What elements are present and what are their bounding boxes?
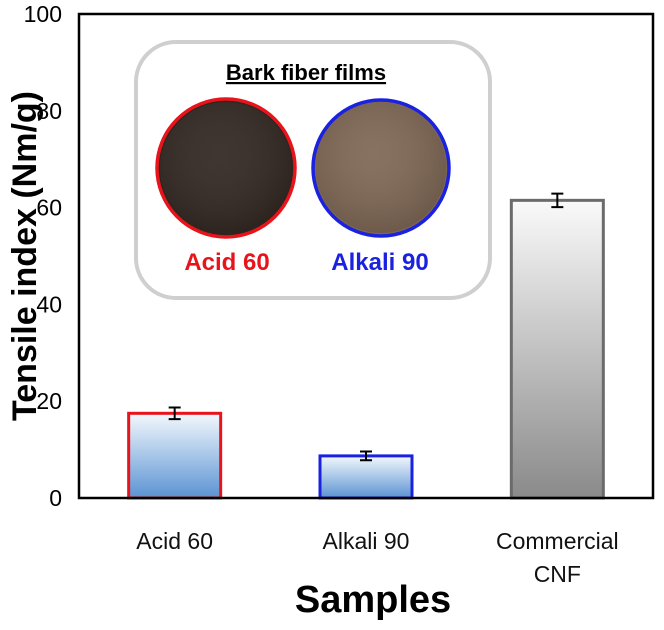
y-tick-label-0: 0 [49, 485, 62, 511]
category-labels: Acid 60 Alkali 90 Commercial CNF [136, 528, 618, 587]
error-bars [168, 192, 564, 462]
y-tick-label-60: 60 [36, 195, 62, 221]
y-tick-label-20: 20 [36, 388, 62, 414]
bar-commercial-cnf [509, 198, 605, 500]
y-tick-label-40: 40 [36, 291, 62, 317]
acid-60-film-shading [160, 102, 292, 234]
plot-frame [77, 12, 655, 500]
alkali-90-film-label: Alkali 90 [331, 249, 428, 276]
bar-acid-60 [127, 411, 223, 500]
bars [127, 198, 605, 500]
error-bar-alkali-90 [360, 450, 372, 462]
y-axis-label: Tensile index (Nm/g) [6, 91, 44, 421]
bar-alkali-90 [318, 454, 414, 500]
y-tick-label-80: 80 [36, 98, 62, 124]
error-bar-commercial-cnf [551, 192, 564, 209]
x-category-label-commercial-cnf: Commercial CNF [496, 528, 619, 587]
error-bar-acid-60 [168, 406, 181, 421]
y-tick-label-100: 100 [24, 1, 62, 27]
alkali-90-film-shading [316, 103, 446, 233]
x-category-label-alkali-90: Alkali 90 [323, 528, 410, 554]
x-category-label-acid-60: Acid 60 [136, 528, 213, 554]
y-tick-labels: 0 20 40 60 80 100 [24, 1, 62, 511]
inset-title: Bark fiber films [226, 60, 386, 85]
x-axis-label: Samples [295, 579, 451, 621]
inset-photo-panel: Bark fiber films Acid 60 Alkali 90 [134, 40, 492, 300]
acid-60-film-label: Acid 60 [184, 249, 269, 276]
